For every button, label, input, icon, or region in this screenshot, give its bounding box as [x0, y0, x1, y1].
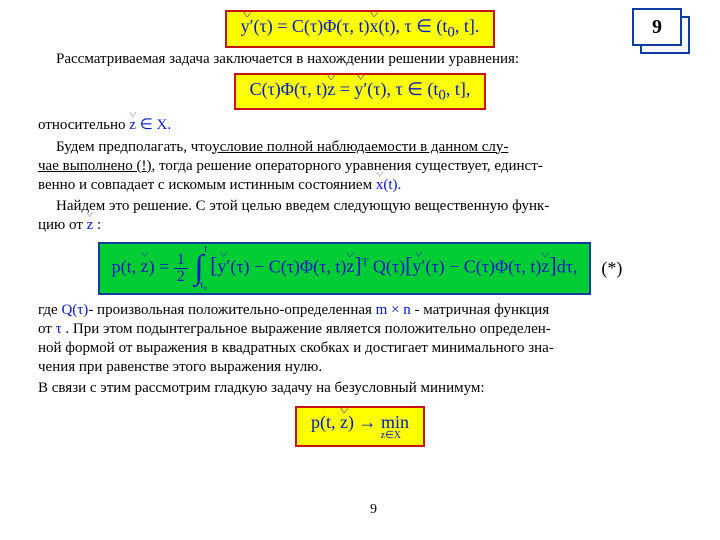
rel-zhat: z: [129, 116, 136, 135]
eq3-zhat1: z: [141, 256, 149, 277]
p4mn: m × n: [376, 302, 411, 318]
equation-4-box: p(t, z) → min z∈X: [295, 406, 425, 447]
eq1-tail: (t), τ ∈ (t: [379, 16, 448, 36]
eq3-yarg: (τ) − C(τ)Φ(τ, t): [230, 256, 346, 276]
eq2-rhs: (τ), τ ∈ (t: [367, 79, 438, 99]
eq3-y2arg: (τ) − C(τ)Φ(τ, t): [425, 256, 541, 276]
eq3-frac: 12: [174, 252, 188, 285]
eq3-z1: z: [346, 256, 354, 277]
eq3-num: 1: [174, 252, 188, 269]
eq2-yhat: y′: [354, 79, 367, 100]
p2e: (t).: [383, 177, 401, 193]
p3-zhat: z: [87, 216, 94, 235]
paragraph-1: Рассматриваемая задача заключается в нах…: [38, 50, 682, 69]
eq3-Q: Q(τ): [368, 256, 405, 276]
p4c: - матричная функция: [411, 302, 549, 318]
integral-sign: ∫tt₀: [194, 256, 203, 280]
equation-1-box: y′(τ) = C(τ)Φ(τ, t)x(t), τ ∈ (t0, t].: [225, 10, 496, 48]
relative-line: относительно z ∈ X.: [38, 116, 682, 135]
int-ub: t: [204, 246, 207, 254]
p4g: чения при равенстве этого выражения нулю…: [38, 359, 322, 375]
eq4-p2: ) → min: [348, 412, 409, 432]
page-number-badge: 9: [632, 8, 690, 52]
eq2-tail: , t],: [446, 79, 471, 99]
p4f: ной формой от выражения в квадратных ско…: [38, 340, 554, 356]
equation-3-star: (*): [601, 258, 622, 279]
paragraph-3: Найдем это решение. С этой целью введем …: [38, 197, 682, 235]
eq1-yhat: y′: [241, 16, 254, 37]
p2u: условие полной наблюдаемости в данном сл…: [212, 139, 508, 155]
eq3-close: ]: [354, 252, 361, 277]
eq3-open: [: [210, 252, 217, 277]
int-lb: t₀: [200, 282, 207, 290]
p4e: . При этом подынтегральное выражение явл…: [62, 321, 551, 337]
rel-tail: ∈ X.: [136, 117, 171, 133]
rel-pre: относительно: [38, 117, 129, 133]
eq2-zhat: z: [327, 79, 335, 100]
eq3-z2: z: [541, 256, 549, 277]
eq1-rhs: C(τ)Φ(τ, t): [292, 16, 370, 36]
p2a: Будем предполагать, что: [38, 138, 212, 157]
eq3-open2: [: [405, 252, 412, 277]
equation-2-box: C(τ)Φ(τ, t)z = y′(τ), τ ∈ (t0, t],: [234, 73, 487, 111]
eq3-dtau: dτ,: [557, 256, 578, 276]
p4a: где: [38, 302, 61, 318]
paragraph-5: В связи с этим рассмотрим гладкую задачу…: [38, 379, 682, 398]
eq2-mid: =: [335, 79, 354, 99]
eq1-xhat: x: [370, 16, 379, 37]
eq1-tail2: , t].: [455, 16, 480, 36]
eq3-y1: y′: [217, 256, 230, 277]
p2c: , тогда решение операторного уравнения с…: [152, 158, 543, 174]
eq3-p: p(t,: [112, 256, 141, 276]
p3b: цию от: [38, 217, 87, 233]
footer-page-number: 9: [370, 502, 377, 518]
eq3-den: 2: [174, 269, 188, 285]
equation-3-box: p(t, z) = 12 ∫tt₀ [y′(τ) − C(τ)Φ(τ, t)z]…: [98, 242, 592, 295]
equation-2-row: C(τ)Φ(τ, t)z = y′(τ), τ ∈ (t0, t],: [38, 73, 682, 111]
badge-front: 9: [632, 8, 682, 46]
p2-xhat: x: [376, 176, 384, 195]
p3a: Найдем это решение. С этой целью введем …: [38, 197, 549, 216]
eq1-sub0: 0: [447, 25, 455, 41]
eq3-close2: ]: [549, 252, 556, 277]
paragraph-4: где Q(τ)- произвольная положительно-опре…: [38, 301, 682, 378]
equation-3-row: p(t, z) = 12 ∫tt₀ [y′(τ) − C(τ)Φ(τ, t)z]…: [38, 242, 682, 295]
eq3-p2: ) =: [149, 256, 174, 276]
eq4-zhat: z: [340, 412, 348, 433]
p4d: от: [38, 321, 56, 337]
eq4-p: p(t,: [311, 412, 340, 432]
eq1-lhs: (τ) =: [254, 16, 292, 36]
equation-1-row: y′(τ) = C(τ)Φ(τ, t)x(t), τ ∈ (t0, t].: [38, 10, 682, 48]
p4Q: Q(τ): [61, 302, 88, 318]
eq3-y2: y′: [412, 256, 425, 277]
p3c: :: [93, 217, 101, 233]
p2d: венно и совпадает с искомым истинным сос…: [38, 177, 376, 193]
p4b: - произвольная положительно-определенная: [88, 302, 375, 318]
eq2-sub0: 0: [438, 87, 446, 103]
p2b: чае выполнено (!): [38, 158, 152, 174]
eq2-lhs: C(τ)Φ(τ, t): [250, 79, 328, 99]
paragraph-2: Будем предполагать, что условие полной н…: [38, 138, 682, 196]
equation-4-row: p(t, z) → min z∈X: [38, 406, 682, 447]
